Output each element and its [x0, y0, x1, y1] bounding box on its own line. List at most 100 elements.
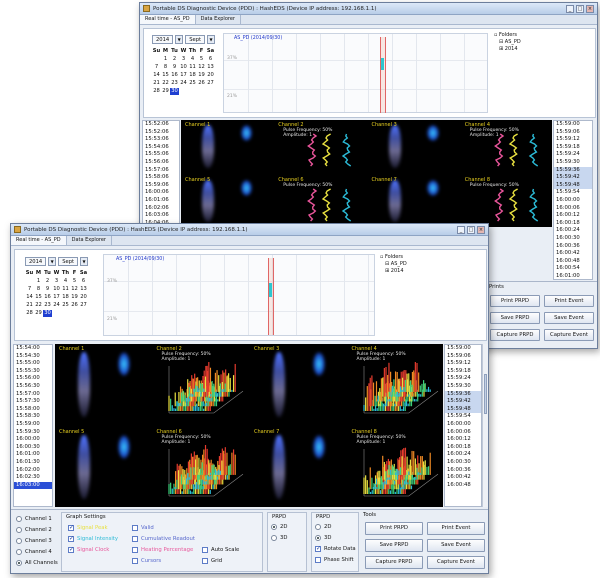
time-list-item[interactable]: 16:00:54 [556, 265, 580, 272]
time-list-item[interactable]: 15:55:06 [145, 151, 169, 158]
time-list-item[interactable]: 15:59:42 [445, 398, 481, 406]
time-list-item[interactable]: 15:56:06 [145, 158, 169, 165]
print-event-button[interactable]: Print Event [427, 522, 485, 535]
checkbox-icon[interactable] [132, 535, 138, 542]
channel-view[interactable]: Channel 2 Pulse Frequency: 50% Amplitude: … [152, 344, 248, 425]
checkbox-option[interactable]: Signal Intensity [68, 533, 118, 544]
radio-option[interactable]: 2D [315, 521, 358, 532]
tab-realtime[interactable]: Real time - AS_PD [140, 15, 196, 24]
time-list-item[interactable]: 16:02:00 [16, 466, 40, 473]
channel-view[interactable]: Channel 3 [367, 120, 459, 173]
calendar-day[interactable]: 11 [62, 286, 69, 292]
time-list-item[interactable]: 16:00:12 [556, 212, 580, 219]
calendar-day[interactable]: 27 [80, 302, 87, 308]
calendar-day[interactable]: 7 [27, 286, 32, 292]
year-select[interactable]: 2014 [25, 257, 47, 266]
time-list-item[interactable]: 16:03:00 [14, 481, 52, 490]
time-list-item[interactable]: 16:00:24 [447, 451, 471, 458]
time-list-item[interactable]: 15:59:00 [556, 121, 580, 127]
checkbox-icon[interactable] [68, 535, 74, 542]
calendar-day[interactable]: 15 [162, 72, 169, 78]
calendar-day[interactable]: 14 [26, 294, 33, 300]
chevron-down-icon[interactable]: ▼ [48, 257, 57, 266]
time-list-item[interactable]: 15:54:00 [16, 345, 40, 351]
time-list-item[interactable]: 16:00:00 [556, 196, 580, 203]
checkbox-icon[interactable] [68, 524, 74, 531]
radio-option[interactable]: Channel 4 [16, 546, 58, 557]
calendar-day[interactable]: 18 [189, 72, 196, 78]
event-timeline[interactable]: AS_PD (2014/09/30) 37% 21% [103, 254, 375, 336]
calendar-day[interactable]: 23 [44, 302, 51, 308]
time-list-item[interactable]: 16:00:48 [447, 481, 471, 488]
time-list-item[interactable]: 15:59:18 [447, 367, 471, 374]
calendar-day[interactable]: 5 [72, 278, 77, 284]
calendar-day[interactable]: 28 [26, 310, 33, 316]
calendar-day[interactable]: 24 [53, 302, 60, 308]
time-list-item[interactable]: 15:58:06 [145, 174, 169, 181]
time-list-item[interactable]: 16:00:18 [556, 219, 580, 226]
save-prpd-button[interactable]: Save PRPD [490, 312, 540, 324]
checkbox-icon[interactable] [202, 557, 208, 564]
chevron-down-icon[interactable]: ▼ [175, 35, 184, 44]
checkbox-icon[interactable] [132, 524, 138, 531]
radio-icon[interactable] [315, 534, 321, 541]
time-list-item[interactable]: 16:00:36 [447, 466, 471, 473]
checkbox-option[interactable]: Phase Shift [315, 554, 358, 565]
time-list-item[interactable]: 15:57:30 [16, 398, 40, 405]
channel-view[interactable]: Channel 2 Pulse Frequency: 50% Amplitude: … [274, 120, 366, 173]
calendar-day[interactable]: 17 [180, 72, 187, 78]
calendar-day[interactable]: 22 [162, 80, 169, 86]
month-select[interactable]: Sept [58, 257, 79, 266]
time-list-item[interactable]: 15:59:00 [16, 420, 40, 427]
time-list-item[interactable]: 15:59:24 [447, 375, 471, 382]
channel-view[interactable]: Channel 7 [250, 426, 346, 507]
radio-icon[interactable] [16, 548, 22, 555]
channel-view[interactable]: Channel 6 Pulse Frequency: 50% Amplitude: … [152, 426, 248, 507]
close-icon[interactable]: × [477, 225, 485, 234]
time-list-item[interactable]: 16:00:36 [556, 242, 580, 249]
radio-icon[interactable] [16, 537, 22, 544]
channel-view[interactable]: Channel 6 Pulse Frequency: 50% [274, 174, 366, 227]
radio-option[interactable]: Channel 3 [16, 535, 58, 546]
time-list-item[interactable]: 15:56:30 [16, 382, 40, 389]
time-list-item[interactable]: 15:59:30 [556, 158, 580, 165]
time-list-item[interactable]: 15:59:54 [447, 413, 471, 420]
time-list-item[interactable]: 15:57:00 [16, 390, 40, 397]
time-list-item[interactable]: 16:02:06 [145, 204, 169, 211]
calendar-day[interactable]: 25 [62, 302, 69, 308]
calendar-day[interactable]: 24 [180, 80, 187, 86]
calendar-day[interactable]: 6 [208, 56, 213, 62]
checkbox-icon[interactable] [132, 557, 138, 564]
capture-prpd-button[interactable]: Capture PRPD [490, 329, 540, 341]
calendar-day[interactable]: 16 [44, 294, 51, 300]
calendar-grid[interactable]: Su M Tu W Th F Sa 1 2 3 4 5 6 7 8 9 10 11 12 13 14 15 16 17 18 19… [152, 48, 215, 95]
time-list-item[interactable]: 16:00:06 [447, 428, 471, 435]
time-list-item[interactable]: 16:00:00 [447, 420, 471, 427]
minimize-icon[interactable]: _ [457, 225, 465, 234]
print-event-button[interactable]: Print Event [544, 295, 594, 307]
calendar-day[interactable]: 23 [171, 80, 178, 86]
window-titlebar[interactable]: Portable DS Diagnostic Device (PDD) : Ha… [11, 224, 488, 236]
channel-view[interactable]: Channel 4 Pulse Frequency: 50% Amplitude: … [460, 120, 552, 173]
checkbox-option[interactable]: Rotate Data [315, 543, 358, 554]
calendar-day[interactable]: 30 [43, 310, 52, 317]
calendar-day[interactable]: 3 [54, 278, 59, 284]
radio-option[interactable]: 3D [271, 532, 306, 543]
checkbox-option[interactable]: Signal Clock [68, 544, 118, 555]
calendar-day[interactable]: 28 [153, 88, 160, 94]
time-list-item[interactable]: 15:53:06 [145, 136, 169, 143]
calendar-day[interactable]: 8 [163, 64, 168, 70]
calendar-day[interactable]: 10 [180, 64, 187, 70]
time-list-item[interactable]: 15:59:12 [556, 136, 580, 143]
calendar-day[interactable]: 13 [80, 286, 87, 292]
time-list-item[interactable]: 15:54:30 [16, 352, 40, 359]
time-list-item[interactable]: 16:03:06 [145, 212, 169, 219]
month-select[interactable]: Sept [185, 35, 206, 44]
checkbox-icon[interactable] [202, 546, 208, 553]
checkbox-option[interactable]: Auto Scale [202, 544, 239, 555]
time-list-item[interactable]: 15:58:30 [16, 413, 40, 420]
channel-view[interactable]: Channel 3 [250, 344, 346, 425]
radio-icon[interactable] [16, 559, 22, 566]
time-list-item[interactable]: 15:55:30 [16, 367, 40, 374]
calendar-day[interactable]: 14 [153, 72, 160, 78]
